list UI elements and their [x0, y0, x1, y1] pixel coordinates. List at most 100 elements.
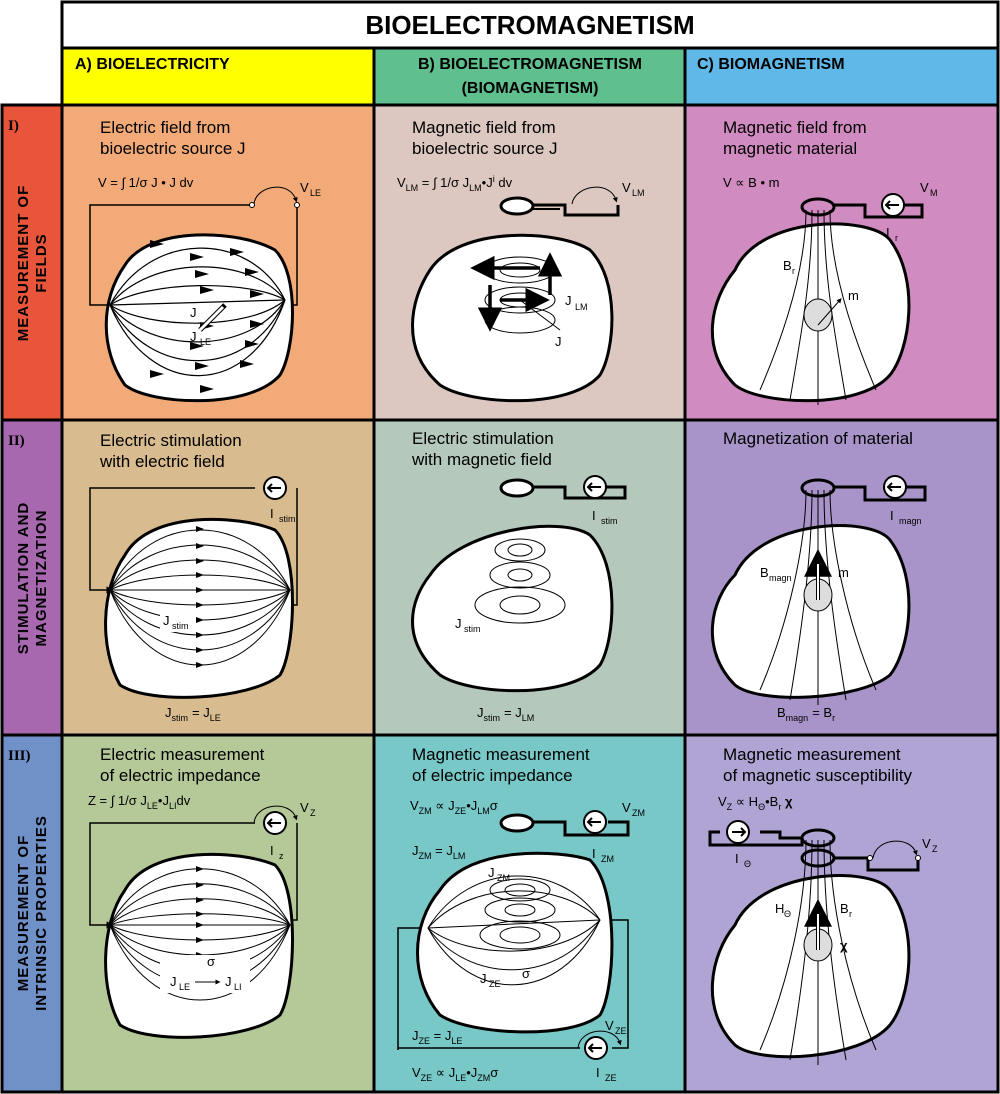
- row-2-numeral: II): [8, 433, 25, 449]
- svg-text:V: V: [300, 800, 309, 815]
- svg-text:V: V: [622, 800, 631, 815]
- svg-text:VZE ∝ JLE•JZMσ: VZE ∝ JLE•JZMσ: [412, 1065, 498, 1083]
- svg-text:ZM: ZM: [497, 873, 510, 883]
- svg-text:LM: LM: [575, 302, 588, 312]
- svg-text:magn: magn: [769, 573, 792, 583]
- svg-text:of electric impedance: of electric impedance: [100, 766, 261, 785]
- svg-text:r: r: [792, 266, 795, 276]
- svg-text:Θ: Θ: [784, 909, 791, 919]
- svg-text:J: J: [225, 974, 232, 989]
- svg-text:I: I: [270, 843, 274, 858]
- row-3-label-2: INTRINSIC PROPERTIES: [33, 815, 50, 1011]
- svg-text:LE: LE: [179, 982, 190, 992]
- cell-r3a-content: Electric measurement of electric impedan…: [88, 745, 316, 1039]
- svg-text:B: B: [840, 901, 849, 916]
- svg-text:LI: LI: [234, 982, 242, 992]
- svg-text:J: J: [565, 293, 572, 308]
- svg-text:σ: σ: [522, 966, 530, 981]
- svg-text:Jstim= JLE: Jstim = JLE: [165, 705, 221, 723]
- tissue-blob: [104, 233, 294, 403]
- cell-r3b-content: Magnetic measurement of electric impedan…: [397, 745, 645, 1083]
- svg-text:ZM: ZM: [632, 808, 645, 818]
- row-1-label-2: FIELDS: [33, 233, 50, 292]
- svg-text:I: I: [592, 508, 596, 523]
- svg-text:V: V: [622, 180, 631, 195]
- svg-text:J: J: [170, 974, 177, 989]
- svg-text:Jstim= JLM: Jstim = JLM: [477, 705, 534, 723]
- svg-text:J: J: [488, 865, 495, 880]
- svg-text:Magnetization of material: Magnetization of material: [723, 429, 913, 448]
- cell-r1c-content: Magnetic field from magnetic material V …: [711, 118, 938, 405]
- svg-text:J: J: [190, 329, 197, 344]
- svg-text:Electric measurement: Electric measurement: [100, 745, 265, 764]
- svg-text:m: m: [838, 565, 849, 580]
- title: BIOELECTROMAGNETISM: [365, 10, 694, 40]
- svg-text:stim: stim: [172, 621, 189, 631]
- title-bar: [60, 0, 1000, 50]
- row-1-side: [0, 103, 64, 422]
- svg-text:LE: LE: [310, 188, 321, 198]
- svg-text:LE: LE: [200, 337, 211, 347]
- svg-text:Z = ∫ 1/σ JLE•JLIdv: Z = ∫ 1/σ JLE•JLIdv: [88, 793, 191, 811]
- svg-text:σ: σ: [207, 954, 215, 969]
- svg-text:ZE: ZE: [489, 979, 501, 989]
- row-1-label-1: MEASUREMENT OF: [15, 185, 32, 342]
- svg-text:I: I: [890, 508, 894, 523]
- row-1-numeral: I): [8, 118, 19, 134]
- cell-r1b-content: Magnetic field from bioelectric source J…: [397, 118, 645, 403]
- svg-text:with magnetic field: with magnetic field: [411, 450, 552, 469]
- svg-text:V ∝ B • m: V ∝ B • m: [723, 175, 779, 190]
- svg-text:I: I: [596, 1065, 600, 1080]
- svg-text:Θ: Θ: [744, 859, 751, 869]
- svg-text:I: I: [592, 846, 596, 861]
- column-c-label: C) BIOMAGNETISM: [697, 56, 845, 73]
- svg-text:I: I: [886, 225, 890, 240]
- svg-text:Z: Z: [932, 844, 938, 854]
- svg-text:magn: magn: [899, 516, 922, 526]
- row-3-label-1: MEASUREMENT OF: [15, 835, 32, 992]
- cell-r2c-content: Magnetization of material I magn B magn …: [711, 429, 927, 723]
- svg-text:VZM ∝ JZE•JLMσ: VZM ∝ JZE•JLMσ: [410, 798, 498, 816]
- svg-text:ZM: ZM: [601, 854, 614, 864]
- column-b-label: B) BIOELECTROMAGNETISM: [418, 56, 642, 73]
- row-2-label-2: MAGNETIZATION: [33, 510, 50, 647]
- svg-text:B: B: [783, 258, 792, 273]
- svg-text:with electric field: with electric field: [99, 452, 225, 471]
- svg-text:Electric stimulation: Electric stimulation: [412, 429, 554, 448]
- column-a-label: A) BIOELECTRICITY: [75, 56, 230, 73]
- svg-text:Electric stimulation: Electric stimulation: [100, 431, 242, 450]
- svg-text:stim: stim: [601, 516, 618, 526]
- column-b-sublabel: (BIOMAGNETISM): [462, 80, 599, 97]
- svg-text:ZE: ZE: [615, 1026, 627, 1036]
- svg-text:of magnetic susceptibility: of magnetic susceptibility: [723, 766, 912, 785]
- svg-text:χ: χ: [840, 938, 848, 953]
- svg-text:J: J: [163, 613, 170, 628]
- svg-text:H: H: [775, 901, 784, 916]
- svg-text:B: B: [760, 565, 769, 580]
- svg-text:stim: stim: [279, 514, 296, 524]
- svg-text:M: M: [930, 188, 938, 198]
- svg-text:z: z: [279, 851, 284, 861]
- svg-text:I: I: [270, 506, 274, 521]
- cell-r2b-content: Electric stimulation with magnetic field…: [411, 429, 627, 723]
- svg-text:J: J: [480, 971, 487, 986]
- svg-text:V: V: [922, 836, 931, 851]
- column-header-c: [683, 46, 1000, 107]
- svg-text:J: J: [455, 616, 462, 631]
- svg-text:of electric impedance: of electric impedance: [412, 766, 573, 785]
- row-2-side: [0, 418, 64, 737]
- row-3-numeral: III): [8, 748, 31, 764]
- svg-text:r: r: [895, 233, 898, 243]
- svg-text:Magnetic measurement: Magnetic measurement: [412, 745, 590, 764]
- svg-text:V: V: [605, 1018, 614, 1033]
- svg-text:V = ∫ 1/σ J • J dv: V = ∫ 1/σ J • J dv: [98, 175, 194, 190]
- svg-text:Electric field from: Electric field from: [100, 118, 230, 137]
- svg-text:Magnetic measurement: Magnetic measurement: [723, 745, 901, 764]
- svg-text:bioelectric source J: bioelectric source J: [412, 139, 558, 158]
- cell-r1a-content: Electric field from bioelectric source J…: [89, 118, 321, 403]
- svg-text:stim: stim: [464, 624, 481, 634]
- svg-text:magnetic material: magnetic material: [723, 139, 857, 158]
- cell-r3c-content: Magnetic measurement of magnetic suscept…: [708, 745, 938, 1065]
- svg-text:Bmagn= Br: Bmagn = Br: [777, 705, 835, 723]
